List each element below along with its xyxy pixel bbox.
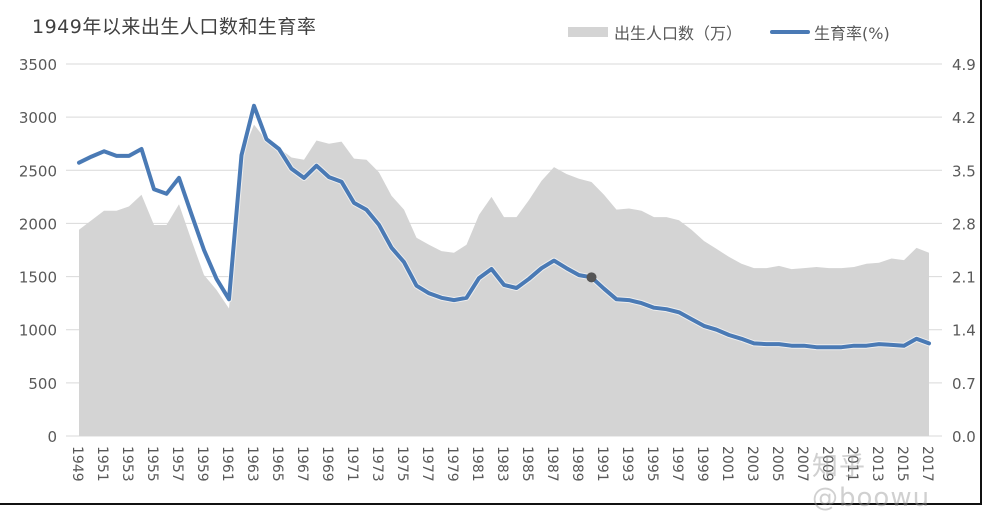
line-swatch-icon xyxy=(770,30,811,34)
x-tick-label: 1953 xyxy=(119,446,135,482)
right-tick-label: 2.8 xyxy=(952,215,976,233)
right-tick-label: 2.1 xyxy=(952,269,976,287)
x-tick-label: 1999 xyxy=(694,446,710,482)
x-tick-label: 1957 xyxy=(169,446,185,482)
x-tick-label: 2017 xyxy=(919,446,935,482)
x-tick-label: 2011 xyxy=(844,446,860,482)
x-tick-label: 1963 xyxy=(244,446,260,482)
legend-label-fertility: 生育率(%) xyxy=(814,24,890,43)
right-tick-label: 1.4 xyxy=(952,322,976,340)
x-tick-label: 1971 xyxy=(344,446,360,482)
right-tick-label: 3.5 xyxy=(952,162,976,180)
legend-item-births[interactable]: 出生人口数（万） xyxy=(568,20,742,44)
fertility-line xyxy=(76,102,932,351)
chart-title: 1949年以来出生人口数和生育率 xyxy=(32,16,317,38)
left-tick-label: 3500 xyxy=(19,56,57,74)
x-tick-label: 1993 xyxy=(619,446,635,482)
left-tick-label: 1000 xyxy=(19,322,57,340)
fertility-polyline xyxy=(77,103,931,350)
x-tick-label: 2009 xyxy=(819,446,835,482)
legend: 出生人口数（万） 生育率(%) xyxy=(568,20,918,44)
x-tick-label: 1989 xyxy=(569,446,585,482)
x-tick-label: 1973 xyxy=(369,446,385,482)
legend-item-fertility[interactable]: 生育率(%) xyxy=(770,20,890,44)
x-tick-label: 2005 xyxy=(769,446,785,482)
x-tick-label: 2003 xyxy=(744,446,760,482)
x-tick-label: 1965 xyxy=(269,446,285,482)
right-tick-label: 0.7 xyxy=(952,375,976,393)
x-tick-label: 1961 xyxy=(219,446,235,482)
legend-label-births: 出生人口数（万） xyxy=(614,24,743,43)
x-tick-label: 1991 xyxy=(594,446,610,482)
watermark: 知乎 @boowu xyxy=(812,452,931,513)
right-tick-label: 4.2 xyxy=(952,109,976,127)
x-tick-label: 2001 xyxy=(719,446,735,482)
x-tick-label: 2013 xyxy=(869,446,885,482)
left-y-axis: 3500 3000 2500 2000 1500 1000 500 0 xyxy=(19,56,57,446)
x-tick-label: 1949 xyxy=(69,446,85,482)
right-tick-label: 4.9 xyxy=(952,56,976,74)
right-tick-label: 0.0 xyxy=(952,428,976,446)
x-tick-label: 1959 xyxy=(194,446,210,482)
x-tick-label: 1985 xyxy=(519,446,535,482)
x-tick-label: 1987 xyxy=(544,446,560,482)
left-tick-label: 2500 xyxy=(19,162,57,180)
x-tick-label: 1977 xyxy=(419,446,435,482)
x-tick-label: 2007 xyxy=(794,446,810,482)
x-tick-label: 2015 xyxy=(894,446,910,482)
x-axis: 1949 1951 1953 1955 1957 1959 1961 1963 1965 1967… xyxy=(69,446,935,482)
left-tick-label: 1500 xyxy=(19,269,57,287)
left-tick-label: 3000 xyxy=(19,109,57,127)
left-tick-label: 2000 xyxy=(19,215,57,233)
x-tick-label: 1975 xyxy=(394,446,410,482)
x-tick-label: 1979 xyxy=(444,446,460,482)
x-tick-label: 1997 xyxy=(669,446,685,482)
x-tick-label: 1983 xyxy=(494,446,510,482)
x-tick-label: 1955 xyxy=(144,446,160,482)
x-tick-label: 1969 xyxy=(319,446,335,482)
x-tick-label: 1981 xyxy=(469,446,485,482)
right-y-axis: 4.9 4.2 3.5 2.8 2.1 1.4 0.7 0.0 xyxy=(952,56,976,446)
x-tick-label: 1967 xyxy=(294,446,310,482)
x-tick-label: 1995 xyxy=(644,446,660,482)
data-point-marker[interactable] xyxy=(586,272,597,283)
area-swatch-icon xyxy=(568,27,608,37)
left-tick-label: 0 xyxy=(47,428,57,446)
left-tick-label: 500 xyxy=(28,375,57,393)
x-tick-label: 1951 xyxy=(94,446,110,482)
